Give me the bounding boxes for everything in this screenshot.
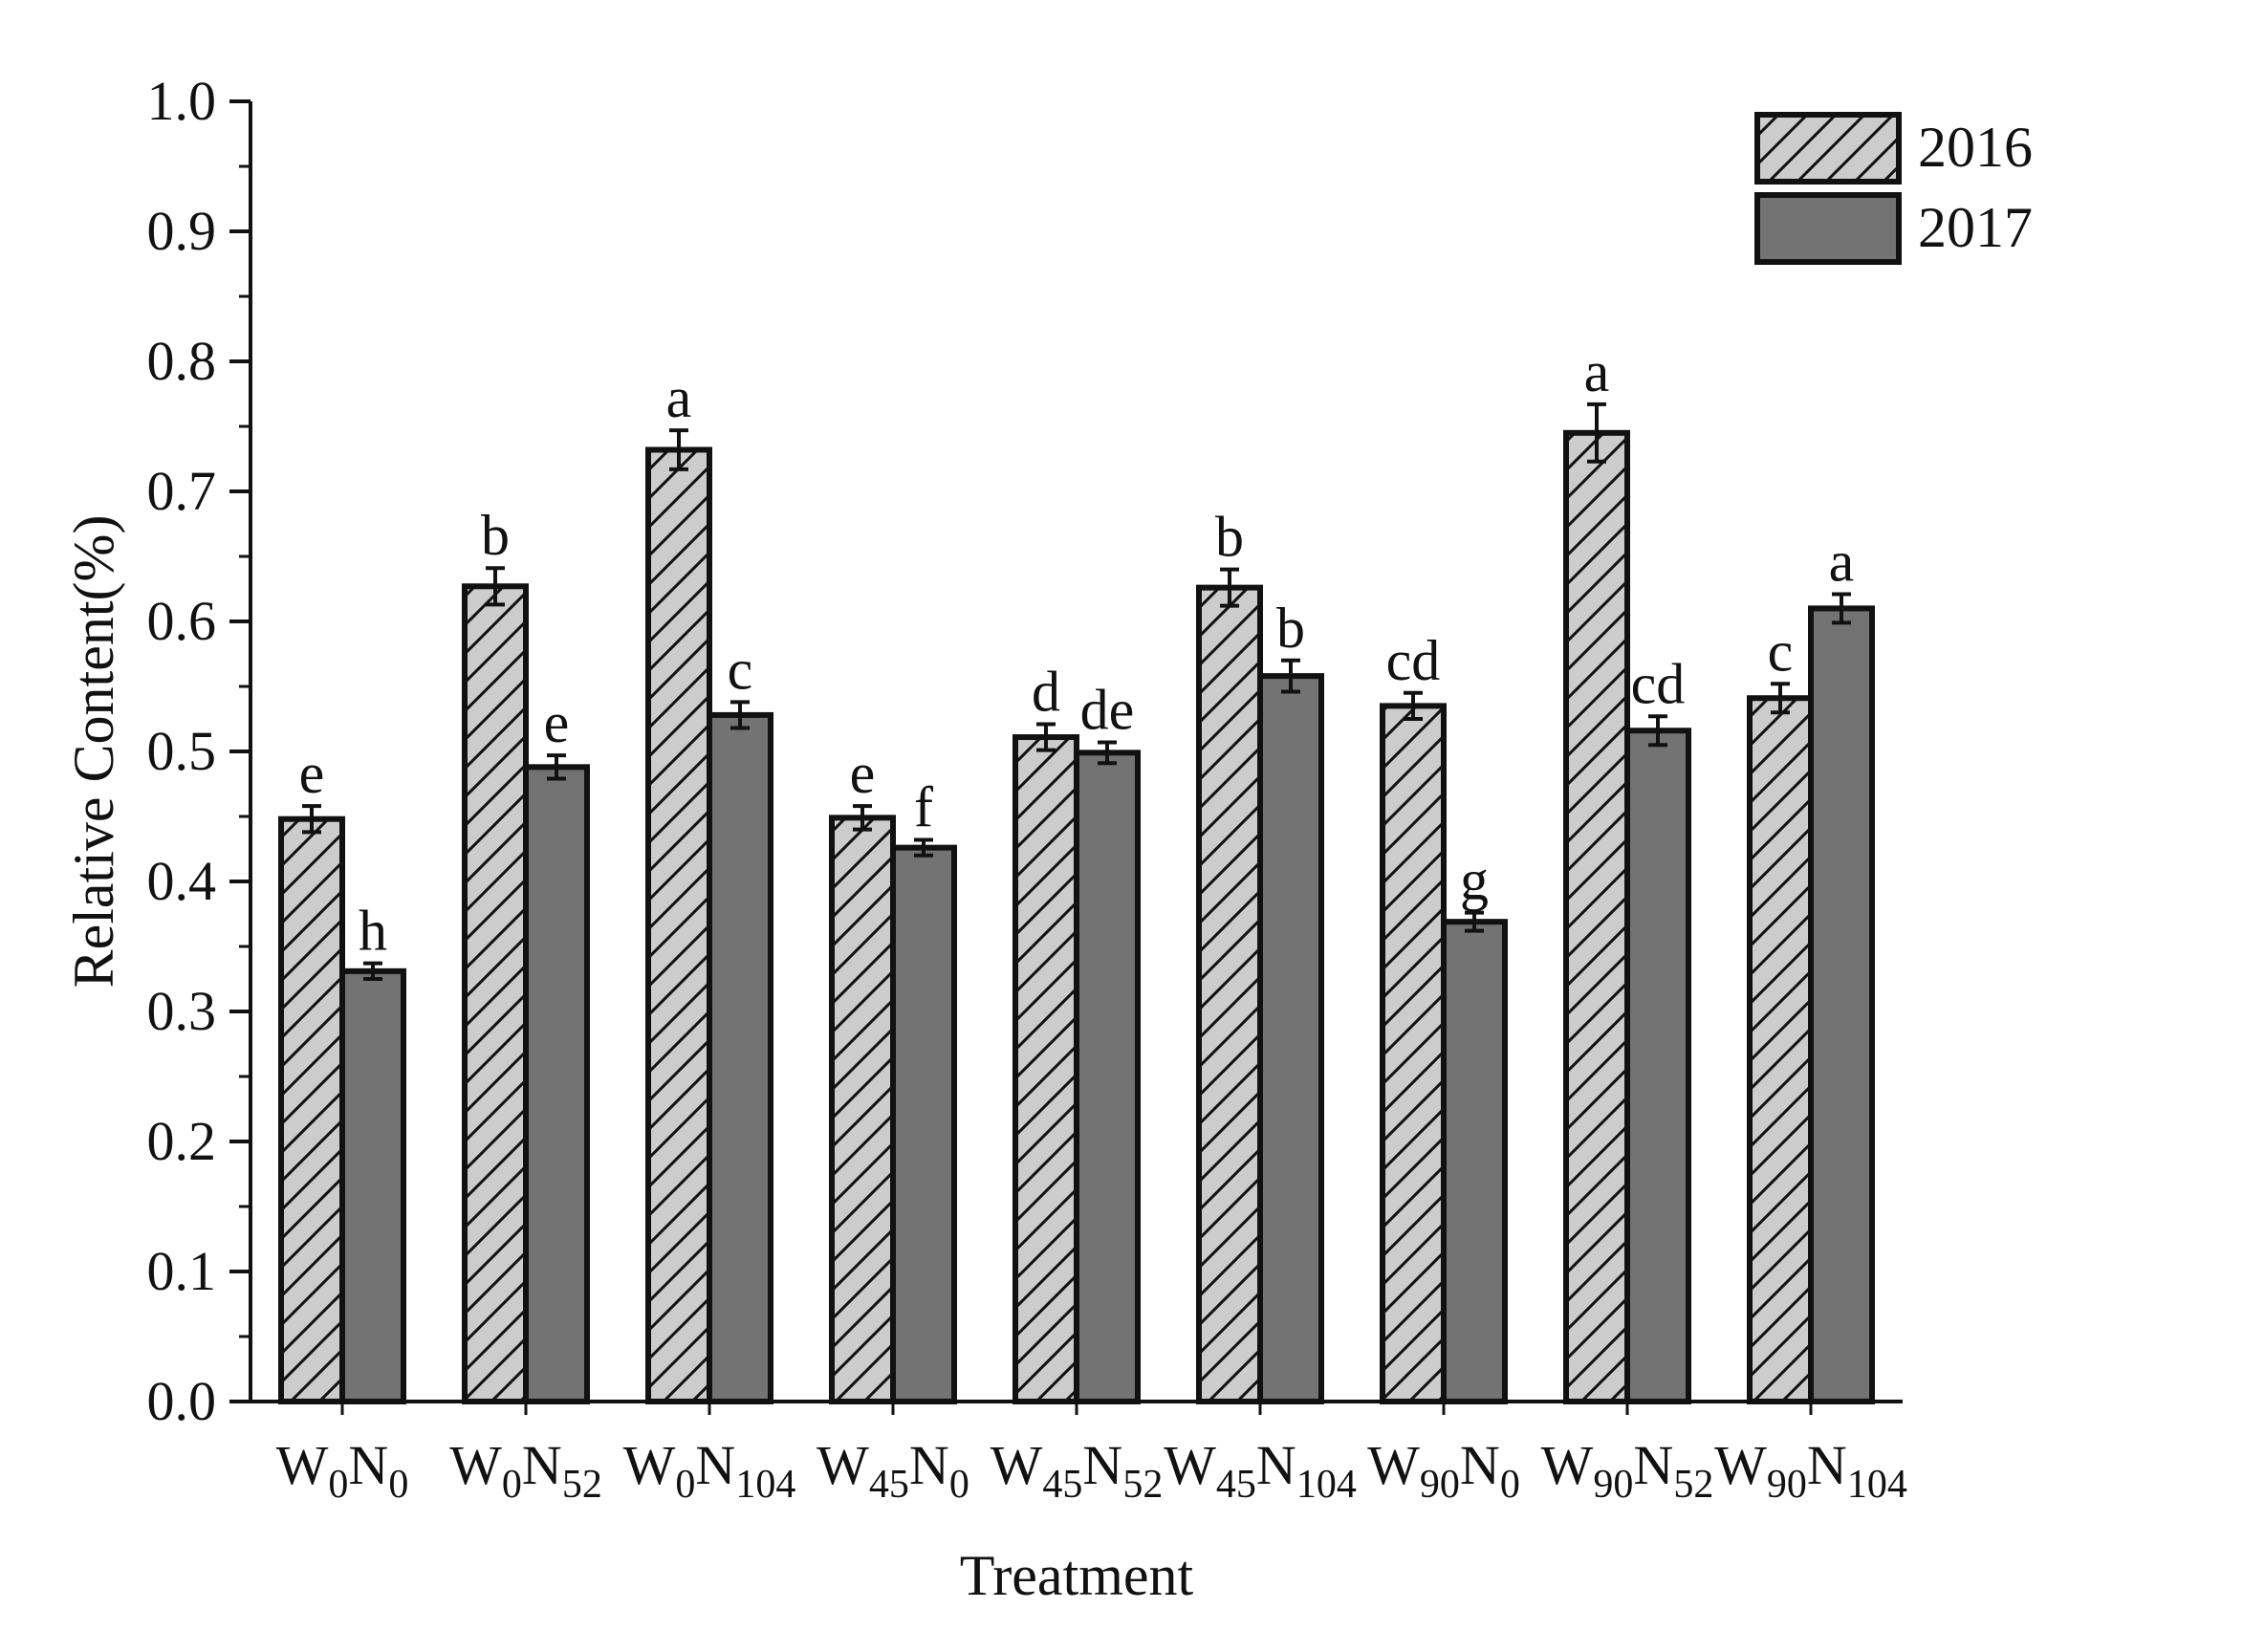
bar-2016-5 [1196,584,1263,1404]
x-tick-label: W45N52 [991,1434,1164,1507]
x-axis-title: Treatment [960,1544,1194,1607]
significance-label: e [850,742,876,805]
x-tick-label: W90N104 [1714,1434,1907,1507]
bar-2016-8 [1747,695,1814,1404]
significance-label: e [299,742,325,805]
x-tick-label: W0N52 [449,1434,602,1507]
significance-label: h [359,900,387,963]
significance-label: b [1215,506,1244,569]
bar-2017-3 [890,844,957,1404]
y-tick-label: 0.8 [147,330,217,392]
bar-2016-3 [829,815,896,1404]
bar-2017-5 [1257,673,1324,1404]
x-tick-label: W45N0 [817,1434,969,1507]
bar-2017-4 [1074,750,1141,1404]
bar-2017-8 [1808,605,1875,1404]
significance-label: e [544,691,570,754]
bar-2017-1 [523,764,590,1404]
x-tick-label: W90N52 [1541,1434,1714,1507]
significance-label: a [1829,530,1855,593]
significance-label: d [1032,660,1060,723]
significance-label: a [1584,340,1610,403]
bar-2017-6 [1441,919,1508,1404]
x-tick-label: W90N0 [1367,1434,1520,1507]
significance-label: a [666,366,692,429]
legend-label-2017: 2017 [1918,196,2033,259]
y-tick-label: 0.4 [147,850,217,912]
y-tick-label: 0.6 [147,590,217,652]
bar-2017-0 [339,967,406,1405]
significance-label: g [1460,849,1489,912]
significance-label: c [1768,620,1794,683]
bar-2016-6 [1380,703,1447,1404]
y-tick-label: 0.5 [147,720,217,782]
y-tick-label: 0.3 [147,980,217,1042]
y-tick-label: 0.1 [147,1240,217,1302]
bar-2016-1 [462,583,529,1404]
significance-label: f [914,775,933,838]
significance-label: b [1276,597,1305,660]
bar-2017-7 [1624,728,1691,1404]
legend-label-2016: 2016 [1918,116,2033,179]
y-tick-label: 0.7 [147,460,217,522]
y-tick-label: 0.0 [147,1370,217,1432]
y-tick-label: 0.2 [147,1110,217,1172]
x-tick-label: W0N104 [623,1434,796,1507]
significance-label: cd [1631,652,1686,715]
x-tick-label: W0N0 [276,1434,409,1507]
bar-2016-0 [278,815,345,1404]
plot-area: 0.0 0.1 0.2 0.3 0.4 0.5 0.6 0.7 0.8 0.9 1.0 Treatme… [62,70,2033,1607]
y-tick-label: 1.0 [147,70,217,132]
legend-swatch-2016 [1754,112,1902,185]
bar-2016-4 [1013,734,1079,1404]
bar-2017-2 [707,711,773,1404]
significance-label: cd [1386,629,1441,692]
significance-label: c [728,638,753,701]
significance-label: de [1080,678,1135,741]
y-axis-title: Relative Content(%) [62,515,125,989]
y-tick-label: 0.9 [147,200,217,262]
bar-2016-7 [1563,429,1630,1404]
significance-label: b [481,504,510,567]
legend-swatch-2017 [1754,192,1902,265]
bar-2016-2 [645,446,712,1405]
x-tick-label: W45N104 [1164,1434,1357,1507]
